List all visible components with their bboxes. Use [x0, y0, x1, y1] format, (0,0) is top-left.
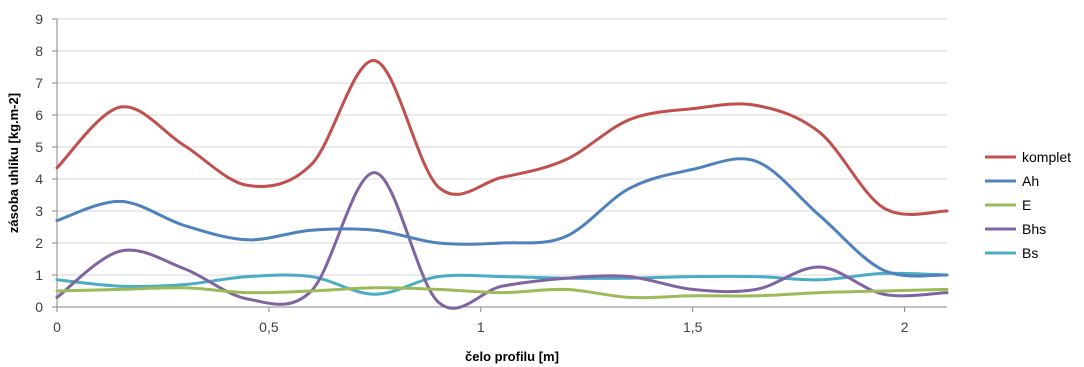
axes: [52, 18, 947, 312]
grid-lines: [57, 18, 947, 276]
legend-label: komplet: [1022, 149, 1071, 165]
legend-label: Bhs: [1022, 221, 1046, 237]
x-tick-label: 1,5: [683, 319, 703, 335]
x-tick-label: 1: [477, 319, 485, 335]
series-line-komplet: [55, 59, 949, 216]
series-line-bs: [55, 271, 949, 296]
tick-labels: 0 1 2 3 4 5 6 7 8 9 0 0,5 1 1,5 2: [35, 11, 909, 335]
y-tick-label: 7: [35, 75, 43, 91]
legend: komplet Ah E Bhs Bs: [985, 149, 1071, 261]
y-tick-label: 8: [35, 43, 43, 59]
y-tick-label: 3: [35, 203, 43, 219]
y-axis-title: zásoba uhlíku [kg.m-2]: [6, 93, 21, 233]
y-tick-label: 6: [35, 107, 43, 123]
y-tick-label: 9: [35, 11, 43, 27]
x-tick-label: 2: [901, 319, 909, 335]
series-line-bhs: [55, 171, 949, 310]
series-lines: [55, 59, 949, 310]
series-line-e: [55, 286, 949, 300]
legend-label: Ah: [1022, 173, 1039, 189]
x-tick-label: 0: [53, 319, 61, 335]
y-tick-label: 1: [35, 267, 43, 283]
x-axis-title: čelo profilu [m]: [465, 349, 559, 364]
y-tick-label: 0: [35, 299, 43, 315]
legend-label: E: [1022, 197, 1031, 213]
y-tick-label: 2: [35, 235, 43, 251]
legend-label: Bs: [1022, 245, 1038, 261]
series-line-ah: [55, 157, 949, 278]
x-tick-label: 0,5: [259, 319, 279, 335]
y-tick-label: 4: [35, 171, 43, 187]
y-tick-label: 5: [35, 139, 43, 155]
